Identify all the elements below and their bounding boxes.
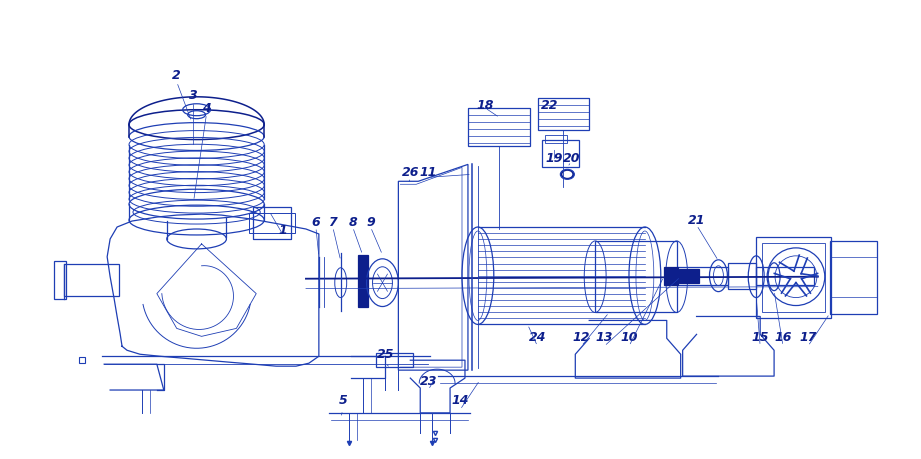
Bar (250, 213, 295, 234)
Text: 6: 6 (311, 215, 321, 228)
Bar (542, 140, 579, 168)
Text: 19: 19 (545, 151, 563, 165)
Text: 1: 1 (279, 223, 287, 236)
Ellipse shape (563, 172, 572, 179)
Text: 2: 2 (172, 69, 181, 82)
Text: 14: 14 (451, 394, 469, 407)
Bar (468, 108, 530, 146)
Bar (376, 353, 414, 367)
Text: 4: 4 (203, 102, 211, 115)
Ellipse shape (560, 170, 575, 180)
Text: 22: 22 (541, 99, 558, 112)
Text: 17: 17 (799, 330, 817, 343)
Text: 12: 12 (573, 330, 590, 343)
Text: 5: 5 (338, 394, 347, 407)
Text: 18: 18 (476, 99, 494, 112)
Text: 20: 20 (563, 151, 580, 165)
Bar (664, 267, 678, 285)
Bar (595, 241, 677, 313)
Bar (357, 255, 367, 307)
Text: 10: 10 (620, 330, 637, 343)
Text: 26: 26 (402, 166, 419, 179)
Bar (677, 267, 729, 285)
Bar (756, 267, 814, 285)
Bar (679, 269, 698, 283)
Text: 21: 21 (688, 213, 705, 226)
Bar (763, 243, 825, 313)
Text: 3: 3 (189, 89, 198, 102)
Bar (54, 261, 66, 299)
Text: 16: 16 (775, 330, 792, 343)
Bar (538, 99, 589, 130)
Text: 11: 11 (419, 166, 437, 179)
Text: 24: 24 (529, 330, 546, 343)
Text: 7: 7 (329, 215, 337, 228)
Text: 25: 25 (377, 347, 394, 360)
Bar (64, 264, 119, 296)
Bar (830, 241, 878, 315)
Bar (545, 135, 567, 143)
Text: 15: 15 (752, 330, 769, 343)
Text: 8: 8 (348, 215, 357, 228)
Bar (253, 207, 291, 240)
Text: 9: 9 (367, 215, 375, 228)
Bar (756, 237, 831, 319)
Text: 13: 13 (595, 330, 612, 343)
Text: 23: 23 (419, 374, 437, 387)
Bar (729, 263, 756, 289)
